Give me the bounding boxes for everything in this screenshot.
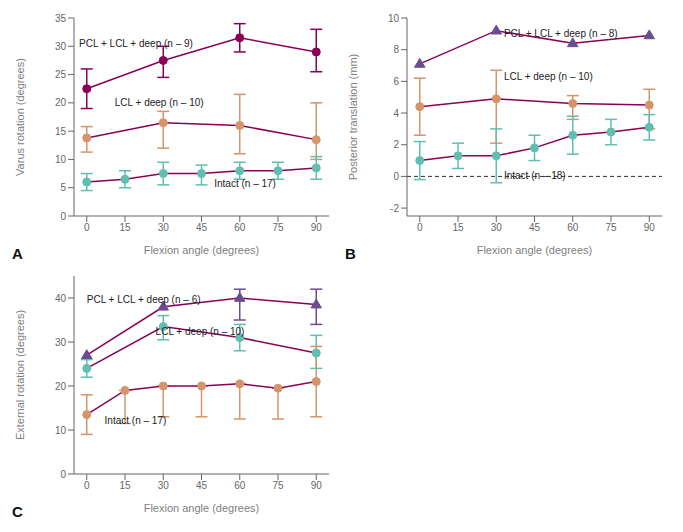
svg-text:90: 90 [311, 222, 323, 233]
html-text:A: A [12, 245, 23, 262]
svg-text:8: 8 [393, 44, 399, 55]
html-text:PCL + LCL + deep (n – 9): PCL + LCL + deep (n – 9) [79, 37, 193, 49]
svg-text:40: 40 [55, 293, 67, 304]
svg-text:15: 15 [452, 222, 464, 233]
html-text:LCL + deep (n – 10): LCL + deep (n – 10) [503, 71, 593, 83]
svg-text:60: 60 [234, 222, 246, 233]
svg-text:External rotation (degrees): External rotation (degrees) [14, 310, 26, 440]
svg-text:25: 25 [55, 69, 67, 80]
html-text:Intact (n – 17): Intact (n – 17) [104, 414, 167, 426]
svg-text:90: 90 [311, 480, 323, 491]
svg-text:75: 75 [272, 222, 284, 233]
html-text:LCL + deep (n – 10): LCL + deep (n – 10) [155, 325, 245, 337]
html-text:LCL + deep (n – 10): LCL + deep (n – 10) [114, 97, 204, 109]
svg-text:30: 30 [158, 480, 170, 491]
svg-text:90: 90 [644, 222, 656, 233]
svg-text:2: 2 [393, 139, 399, 150]
html-text:C: C [12, 503, 23, 520]
svg-text:Flexion angle (degrees): Flexion angle (degrees) [144, 244, 260, 256]
html-text:PCL + LCL + deep (n – 6): PCL + LCL + deep (n – 6) [86, 293, 201, 305]
svg-text:15: 15 [119, 480, 131, 491]
svg-text:30: 30 [158, 222, 170, 233]
svg-text:10: 10 [55, 154, 67, 165]
svg-text:0: 0 [60, 211, 66, 222]
svg-text:20: 20 [55, 381, 67, 392]
html-text:Intact (n – 17): Intact (n – 17) [214, 178, 276, 190]
html-text:B: B [345, 245, 356, 262]
svg-text:6: 6 [393, 76, 399, 87]
svg-text:15: 15 [119, 222, 131, 233]
svg-text:5: 5 [60, 182, 66, 193]
svg-text:60: 60 [567, 222, 579, 233]
svg-text:15: 15 [55, 126, 67, 137]
svg-text:10: 10 [388, 13, 400, 24]
svg-text:20: 20 [55, 97, 67, 108]
svg-text:Posterior translation (mm): Posterior translation (mm) [347, 54, 359, 181]
svg-text:0: 0 [417, 222, 423, 233]
svg-text:0: 0 [393, 171, 399, 182]
svg-text:Varus rotation (degrees): Varus rotation (degrees) [14, 58, 26, 176]
svg-text:30: 30 [55, 41, 67, 52]
svg-text:75: 75 [605, 222, 617, 233]
svg-text:75: 75 [272, 480, 284, 491]
svg-text:4: 4 [393, 108, 399, 119]
svg-text:60: 60 [234, 480, 246, 491]
svg-text:45: 45 [196, 480, 208, 491]
svg-text:30: 30 [55, 337, 67, 348]
svg-text:0: 0 [84, 222, 90, 233]
svg-text:-2: -2 [390, 203, 399, 214]
svg-text:Flexion angle (degrees): Flexion angle (degrees) [144, 502, 260, 514]
svg-text:30: 30 [491, 222, 503, 233]
svg-text:Flexion angle (degrees): Flexion angle (degrees) [477, 244, 593, 256]
svg-text:35: 35 [55, 13, 67, 24]
html-text:Intact (n – 18): Intact (n – 18) [503, 170, 566, 182]
svg-text:0: 0 [84, 480, 90, 491]
svg-text:0: 0 [60, 469, 66, 480]
svg-text:10: 10 [55, 425, 67, 436]
svg-text:45: 45 [196, 222, 208, 233]
svg-text:45: 45 [529, 222, 541, 233]
html-text:PCL + LCL + deep (n – 8): PCL + LCL + deep (n – 8) [503, 27, 618, 39]
